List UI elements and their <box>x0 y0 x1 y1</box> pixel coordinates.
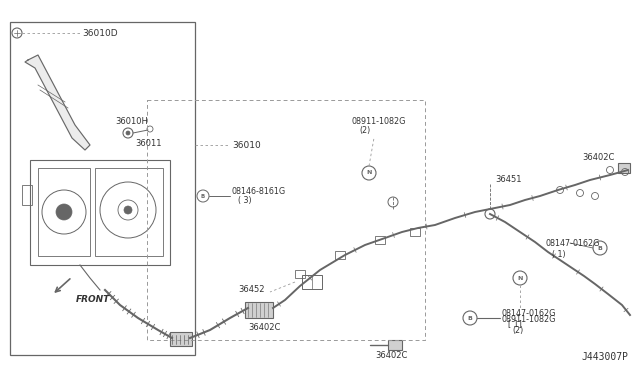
Bar <box>22 185 32 205</box>
Text: ( 1): ( 1) <box>552 250 566 259</box>
Bar <box>245 302 273 318</box>
Text: FRONT: FRONT <box>76 295 110 305</box>
Bar <box>170 332 192 346</box>
Text: (2): (2) <box>359 126 371 135</box>
Text: N: N <box>517 276 523 280</box>
Text: 36011: 36011 <box>135 138 161 148</box>
Bar <box>95 168 163 256</box>
Text: B: B <box>598 246 602 250</box>
Text: 36010D: 36010D <box>82 29 118 38</box>
Bar <box>410 228 420 236</box>
Text: ( 3): ( 3) <box>238 196 252 205</box>
Text: 36451: 36451 <box>495 174 522 183</box>
Text: (2): (2) <box>512 326 524 334</box>
Circle shape <box>126 131 130 135</box>
Text: J443007P: J443007P <box>581 352 628 362</box>
Text: 08147-0162G: 08147-0162G <box>545 238 600 247</box>
Bar <box>618 163 630 173</box>
Bar <box>38 168 90 256</box>
Text: N: N <box>366 170 372 176</box>
Polygon shape <box>25 55 90 150</box>
Text: 36402C: 36402C <box>582 153 614 161</box>
Circle shape <box>56 204 72 220</box>
Bar <box>388 340 402 350</box>
Bar <box>375 236 385 244</box>
Text: B: B <box>468 315 472 321</box>
Circle shape <box>124 206 132 214</box>
Text: [ 1]: [ 1] <box>508 320 522 328</box>
Bar <box>295 270 305 278</box>
Text: 36402C: 36402C <box>375 350 408 359</box>
Text: 36452: 36452 <box>238 285 264 295</box>
Text: 08147-0162G: 08147-0162G <box>502 308 556 317</box>
Text: 36402C: 36402C <box>248 324 280 333</box>
Text: B: B <box>201 193 205 199</box>
Bar <box>302 275 322 289</box>
Text: 36010H: 36010H <box>115 118 148 126</box>
Bar <box>10 22 195 355</box>
Text: 08146-8161G: 08146-8161G <box>232 186 286 196</box>
Text: 36010: 36010 <box>232 141 260 150</box>
Text: 08911-1082G: 08911-1082G <box>502 315 556 324</box>
Text: 08911-1082G: 08911-1082G <box>351 116 405 125</box>
Bar <box>30 160 170 265</box>
Bar <box>335 251 345 259</box>
